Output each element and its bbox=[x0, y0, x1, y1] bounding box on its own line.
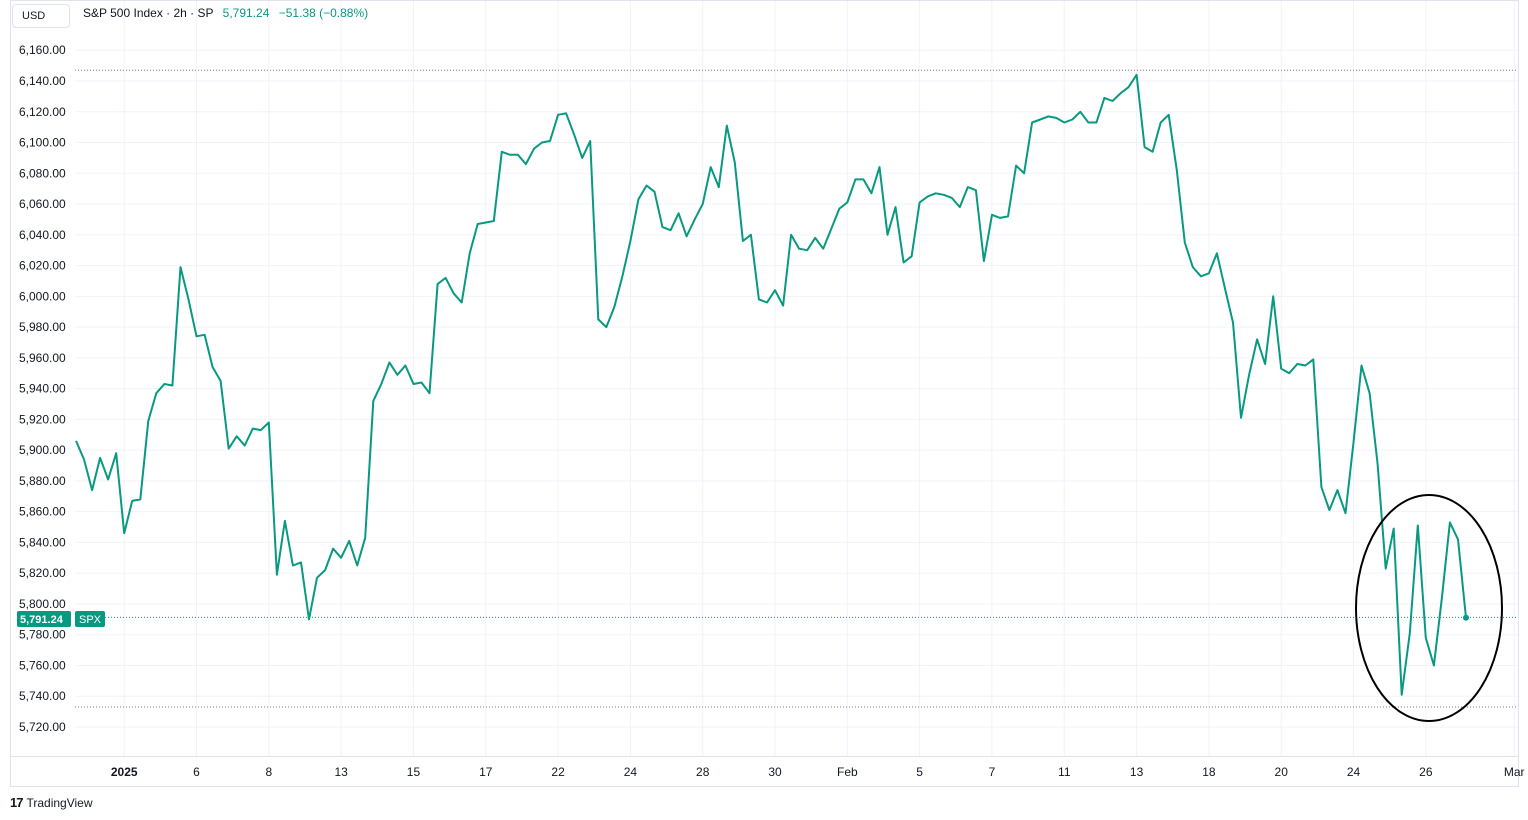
x-tick-label: 11 bbox=[1058, 765, 1071, 779]
x-tick-label: 8 bbox=[265, 765, 272, 779]
x-tick-label: 22 bbox=[551, 765, 565, 779]
y-tick-label: 6,060.00 bbox=[19, 197, 66, 211]
price-change: −51.38 (−0.88%) bbox=[278, 6, 369, 20]
y-tick-label: 5,920.00 bbox=[19, 412, 66, 426]
y-tick-label: 6,040.00 bbox=[19, 228, 66, 242]
x-tick-label: 2025 bbox=[111, 765, 138, 779]
tradingview-logo-icon: 17 bbox=[10, 795, 24, 810]
x-tick-label: 20 bbox=[1275, 765, 1289, 779]
x-tick-label: 13 bbox=[1130, 765, 1144, 779]
y-tick-label: 5,980.00 bbox=[19, 320, 66, 334]
y-tick-label: 5,800.00 bbox=[19, 597, 66, 611]
chart-legend-header: S&P 500 Index · 2h · SP 5,791.24 −51.38 … bbox=[83, 6, 368, 20]
x-tick-label: 13 bbox=[334, 765, 348, 779]
last-price-tag-value: 5,791.24 bbox=[20, 614, 64, 626]
y-tick-label: 6,080.00 bbox=[19, 166, 66, 180]
last-price: 5,791.24 bbox=[222, 6, 270, 20]
tradingview-brand[interactable]: 17 TradingView bbox=[10, 795, 93, 810]
chart-frame bbox=[10, 0, 1519, 787]
y-tick-label: 6,160.00 bbox=[19, 43, 66, 57]
x-tick-label: 30 bbox=[768, 765, 782, 779]
last-price-tag-box bbox=[17, 611, 71, 627]
y-tick-label: 5,960.00 bbox=[19, 351, 66, 365]
y-tick-label: 5,880.00 bbox=[19, 474, 66, 488]
x-tick-label: 17 bbox=[479, 765, 493, 779]
x-tick-label: 28 bbox=[696, 765, 710, 779]
x-tick-label: 5 bbox=[916, 765, 923, 779]
x-tick-label: 6 bbox=[193, 765, 200, 779]
y-tick-label: 5,860.00 bbox=[19, 505, 66, 519]
series-line bbox=[75, 73, 1467, 696]
grid-lines bbox=[75, 1, 1518, 756]
last-price-tag: 5,791.24 SPX bbox=[17, 611, 105, 627]
y-tick-label: 5,940.00 bbox=[19, 382, 66, 396]
x-tick-label: 15 bbox=[407, 765, 421, 779]
y-tick-label: 6,100.00 bbox=[19, 136, 66, 150]
annotation-ellipse[interactable] bbox=[1355, 494, 1503, 722]
x-tick-label: Mar bbox=[1504, 765, 1525, 779]
x-tick-label: 26 bbox=[1419, 765, 1433, 779]
y-tick-label: 6,000.00 bbox=[19, 289, 66, 303]
y-tick-label: 6,020.00 bbox=[19, 259, 66, 273]
price-axis: 5,720.00 5,740.00 5,760.00 5,780.00 5,800.00… bbox=[19, 43, 66, 734]
x-tick-label: Feb bbox=[837, 765, 858, 779]
time-axis: 2025 6 8 13 15 17 22 24 28 30 Feb 5 7 11 13 18 20 24 26 Mar… bbox=[111, 765, 1525, 779]
y-tick-label: 5,900.00 bbox=[19, 443, 66, 457]
y-tick-label: 6,120.00 bbox=[19, 105, 66, 119]
series-spx bbox=[75, 73, 1469, 696]
y-tick-label: 5,720.00 bbox=[19, 720, 66, 734]
y-tick-label: 5,820.00 bbox=[19, 566, 66, 580]
y-tick-label: 5,840.00 bbox=[19, 535, 66, 549]
y-tick-label: 6,140.00 bbox=[19, 74, 66, 88]
x-tick-label: 24 bbox=[624, 765, 638, 779]
x-tick-label: 18 bbox=[1202, 765, 1216, 779]
last-point bbox=[1463, 614, 1469, 621]
symbol-description: S&P 500 Index · 2h · SP bbox=[83, 6, 214, 20]
x-tick-label: 24 bbox=[1347, 765, 1361, 779]
range-markers bbox=[75, 69, 1518, 708]
x-tick-label: 7 bbox=[989, 765, 996, 779]
y-tick-label: 5,780.00 bbox=[19, 628, 66, 642]
currency-button[interactable]: USD bbox=[12, 4, 70, 28]
brand-name: TradingView bbox=[26, 795, 93, 810]
symbol-tag-box bbox=[75, 611, 105, 627]
y-tick-label: 5,740.00 bbox=[19, 689, 66, 703]
y-tick-label: 5,760.00 bbox=[19, 658, 66, 672]
symbol-tag-label: SPX bbox=[79, 614, 102, 626]
